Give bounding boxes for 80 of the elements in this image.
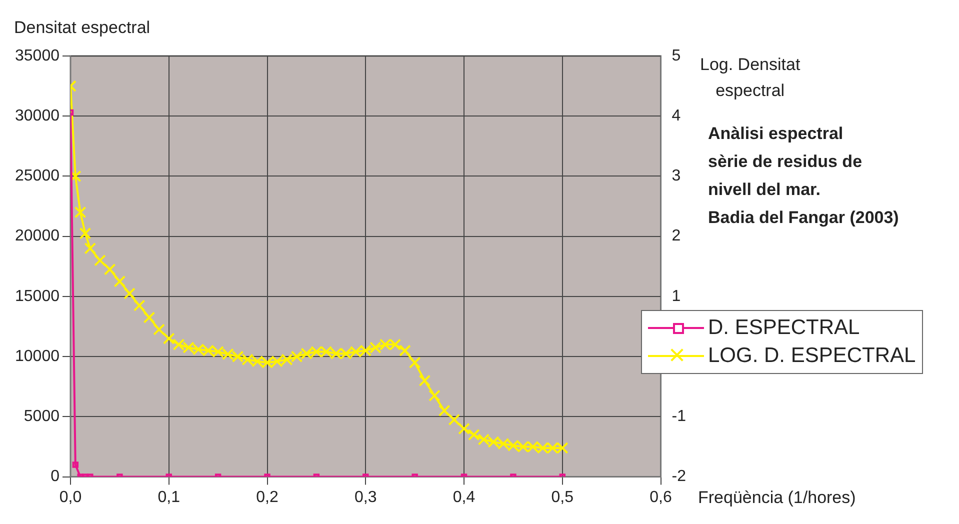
point bbox=[536, 442, 549, 454]
y2-tick-label: 2 bbox=[672, 228, 681, 245]
x-tick-label: 0,6 bbox=[650, 488, 672, 506]
point bbox=[320, 346, 332, 358]
x-tick-label: 0,2 bbox=[256, 488, 278, 506]
point bbox=[143, 312, 156, 324]
y-tick-label: 0 bbox=[50, 468, 60, 486]
y-axis-title: Densitat espectral bbox=[14, 18, 150, 38]
point bbox=[202, 344, 214, 357]
point bbox=[104, 263, 116, 276]
x-tick-label: 0,0 bbox=[59, 488, 82, 506]
point bbox=[79, 227, 92, 240]
point bbox=[232, 350, 244, 363]
y2-tick-label: -1 bbox=[672, 408, 686, 426]
point bbox=[488, 436, 500, 448]
point bbox=[360, 344, 372, 357]
point bbox=[242, 354, 254, 366]
point bbox=[428, 390, 440, 402]
point bbox=[556, 442, 568, 454]
point bbox=[124, 288, 136, 300]
point bbox=[507, 440, 520, 452]
point bbox=[517, 440, 529, 453]
point bbox=[350, 346, 362, 358]
point bbox=[162, 332, 175, 344]
point bbox=[94, 254, 106, 266]
x-tick-label: 0,3 bbox=[354, 488, 377, 506]
y2-tick-label: 5 bbox=[672, 47, 681, 64]
x-tick-label: 0,4 bbox=[452, 488, 476, 506]
legend-label: D. ESPECTRAL bbox=[708, 316, 860, 340]
point bbox=[370, 342, 382, 354]
y-tick-label: 35000 bbox=[14, 47, 60, 64]
y-tick-label: 10000 bbox=[14, 348, 60, 365]
point bbox=[72, 462, 79, 468]
point bbox=[408, 356, 421, 369]
y2-axis-title: Log. Densitat espectral bbox=[700, 54, 800, 102]
point bbox=[153, 324, 165, 336]
y-tick-label: 20000 bbox=[14, 228, 60, 245]
point bbox=[114, 275, 126, 288]
point bbox=[418, 374, 431, 387]
point bbox=[222, 348, 234, 360]
y-tick-label: 15000 bbox=[14, 288, 60, 305]
point bbox=[182, 342, 194, 354]
point bbox=[478, 434, 490, 446]
point bbox=[74, 206, 86, 218]
y2-tick-label: 1 bbox=[672, 288, 681, 305]
point bbox=[330, 348, 342, 360]
point bbox=[84, 242, 96, 254]
point bbox=[271, 355, 284, 368]
point bbox=[212, 346, 224, 358]
point bbox=[300, 348, 313, 360]
x-tick-label: 0,1 bbox=[158, 488, 180, 506]
y-tick-label: 30000 bbox=[14, 108, 60, 125]
y-tick-label: 5000 bbox=[24, 408, 60, 426]
point bbox=[192, 343, 204, 356]
point bbox=[526, 440, 539, 453]
point bbox=[389, 338, 402, 350]
point bbox=[379, 338, 392, 350]
point bbox=[251, 355, 264, 368]
x-axis-title: Freqüència (1/hores) bbox=[698, 488, 856, 508]
point bbox=[133, 300, 146, 312]
y-tick-label: 25000 bbox=[14, 168, 60, 185]
point bbox=[448, 414, 460, 426]
point bbox=[261, 356, 274, 369]
point bbox=[468, 428, 480, 441]
text: Anàlisi espectral sèrie de residus de nivell del mar. Badia del Fangar (2003) bbox=[708, 123, 899, 229]
point bbox=[310, 346, 322, 358]
point bbox=[438, 404, 450, 417]
point bbox=[280, 354, 293, 366]
point bbox=[497, 438, 510, 450]
y2-tick-label: 3 bbox=[672, 168, 681, 185]
y2-tick-label: 4 bbox=[672, 108, 681, 125]
point bbox=[546, 442, 559, 454]
point bbox=[399, 344, 411, 357]
point bbox=[172, 338, 185, 350]
point bbox=[340, 348, 352, 360]
point bbox=[458, 422, 470, 435]
legend-label: LOG. D. ESPECTRAL bbox=[708, 344, 916, 368]
x-tick-label: 0,5 bbox=[551, 488, 574, 506]
point bbox=[290, 350, 303, 363]
y2-tick-label: -2 bbox=[672, 468, 686, 486]
